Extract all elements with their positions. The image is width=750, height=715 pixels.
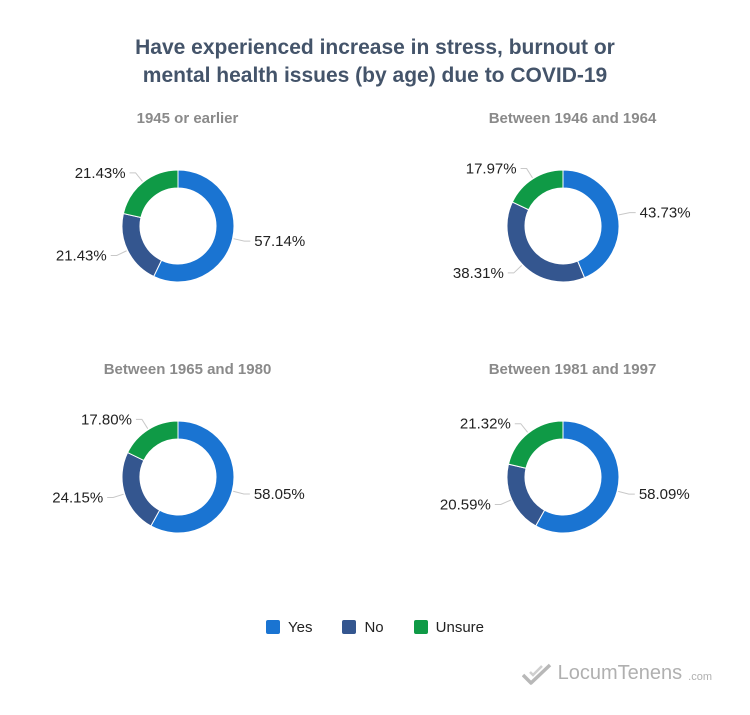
donut-slice-unsure[interactable]: [126, 420, 179, 462]
legend-swatch-no: [342, 620, 357, 634]
data-label-unsure: 21.43%: [75, 165, 126, 182]
leader-line-no: [107, 493, 124, 499]
donut-slice-yes[interactable]: [562, 169, 620, 279]
leader-line-unsure: [135, 418, 149, 429]
donut-chart-svg: 58.09% 20.59% 21.32%: [440, 416, 690, 534]
donut-slice-unsure[interactable]: [122, 169, 179, 219]
leader-line-unsure: [520, 168, 533, 179]
donut-chart-svg: 58.05% 24.15% 17.80%: [52, 411, 305, 534]
legend-label-unsure: Unsure: [435, 618, 485, 636]
data-label-no: 24.15%: [52, 490, 103, 507]
donut-chart-title: 1945 or earlier: [136, 110, 239, 127]
data-label-no: 21.43%: [56, 248, 107, 265]
data-label-unsure: 17.80%: [81, 411, 132, 428]
data-label-yes: 43.73%: [640, 205, 691, 222]
legend-item-yes[interactable]: Yes: [265, 618, 313, 636]
leader-line-yes: [618, 212, 636, 216]
brand-tld: .com: [688, 670, 712, 683]
donut-chart-title: Between 1946 and 1964: [488, 110, 657, 127]
chart-title: Have experienced increase in stress, bur…: [0, 34, 750, 90]
donut-slice-no[interactable]: [121, 451, 161, 527]
donut-slice-yes[interactable]: [535, 420, 620, 534]
donut-chart-1965-1980: Between 1965 and 1980 58.05% 24.15% 17.80%: [0, 361, 375, 611]
legend-swatch-unsure: [413, 620, 428, 634]
donut-slice-yes[interactable]: [153, 169, 235, 283]
donut-chart-1946-1964: Between 1946 and 1964 43.73% 38.31% 17.97%: [385, 110, 750, 360]
donut-chart-1981-1997: Between 1981 and 1997 58.09% 20.59% 21.32%: [385, 361, 750, 611]
leader-line-unsure: [514, 423, 529, 433]
legend-label-no: No: [364, 618, 384, 636]
leader-line-yes: [233, 238, 251, 242]
donut-slice-yes[interactable]: [150, 420, 235, 534]
legend-label-yes: Yes: [287, 618, 313, 636]
leader-line-yes: [618, 490, 635, 495]
legend-item-no[interactable]: No: [342, 618, 384, 636]
chart-title-line-2: mental health issues (by age) due to COV…: [142, 64, 608, 87]
legend-item-unsure[interactable]: Unsure: [413, 618, 485, 636]
data-label-yes: 57.14%: [254, 233, 305, 250]
data-label-unsure: 21.32%: [460, 416, 511, 433]
data-label-no: 20.59%: [440, 496, 491, 513]
donut-chart-svg: 43.73% 38.31% 17.97%: [453, 161, 691, 283]
donut-chart-title: Between 1981 and 1997: [488, 361, 657, 378]
donut-slice-no[interactable]: [121, 212, 163, 278]
donut-slice-unsure[interactable]: [511, 169, 564, 211]
donut-chart-title: Between 1965 and 1980: [103, 361, 272, 378]
data-label-yes: 58.05%: [254, 486, 305, 503]
checkmark-logo-icon: [521, 663, 551, 685]
chart-title-line-1: Have experienced increase in stress, bur…: [135, 36, 615, 59]
donut-slice-unsure[interactable]: [507, 420, 564, 469]
brand-name: LocumTenens: [557, 662, 683, 684]
leader-line-no: [507, 264, 523, 274]
leader-line-unsure: [129, 172, 143, 182]
data-label-no: 38.31%: [453, 265, 504, 282]
donut-slice-no[interactable]: [506, 201, 586, 283]
data-label-yes: 58.09%: [639, 486, 690, 503]
leader-line-no: [494, 499, 512, 505]
legend: Yes No Unsure: [0, 616, 750, 638]
donut-chart-1945-or-earlier: 1945 or earlier 57.14% 21.43% 21.43%: [0, 110, 375, 360]
leader-line-no: [110, 250, 127, 257]
brand-logo: LocumTenens .com: [521, 662, 712, 685]
leader-line-yes: [233, 490, 250, 495]
donut-slice-no[interactable]: [506, 463, 546, 527]
legend-swatch-yes: [265, 620, 280, 634]
data-label-unsure: 17.97%: [466, 161, 517, 178]
donut-chart-svg: 57.14% 21.43% 21.43%: [56, 165, 305, 283]
